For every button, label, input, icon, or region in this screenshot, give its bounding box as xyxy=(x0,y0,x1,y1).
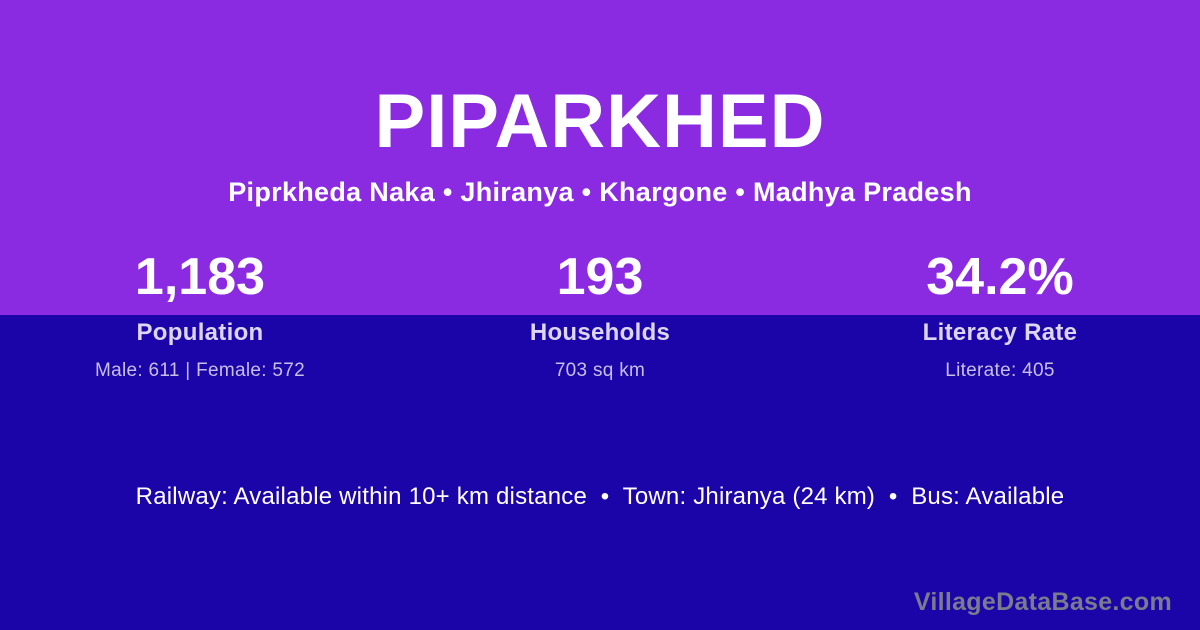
details-section: Population Male: 611 | Female: 572 House… xyxy=(0,315,1200,630)
stats-labels-row: Population Male: 611 | Female: 572 House… xyxy=(0,315,1200,382)
households-stat: Households 703 sq km xyxy=(400,319,800,382)
households-detail: 703 sq km xyxy=(554,360,646,381)
village-location-breadcrumb: Piprkheda Naka • Jhiranya • Khargone • M… xyxy=(228,177,972,207)
population-label: Population xyxy=(136,319,264,346)
stats-values-row: 1,183 193 34.2% xyxy=(0,251,1200,303)
watermark: VillageDataBase.com xyxy=(913,588,1172,616)
literacy-label: Literacy Rate xyxy=(922,319,1078,346)
village-title: PIPARKHED xyxy=(374,79,826,164)
literacy-detail: Literate: 405 xyxy=(945,360,1055,381)
transport-info-line: Railway: Available within 10+ km distanc… xyxy=(135,483,1065,510)
literacy-rate-value: 34.2% xyxy=(926,248,1074,306)
population-value: 1,183 xyxy=(134,248,266,306)
hero-section: PIPARKHED Piprkheda Naka • Jhiranya • Kh… xyxy=(0,0,1200,315)
population-stat: Population Male: 611 | Female: 572 xyxy=(0,319,400,382)
population-detail: Male: 611 | Female: 572 xyxy=(94,360,306,381)
households-label: Households xyxy=(529,319,671,346)
households-value: 193 xyxy=(556,248,644,306)
literacy-stat: Literacy Rate Literate: 405 xyxy=(800,319,1200,382)
